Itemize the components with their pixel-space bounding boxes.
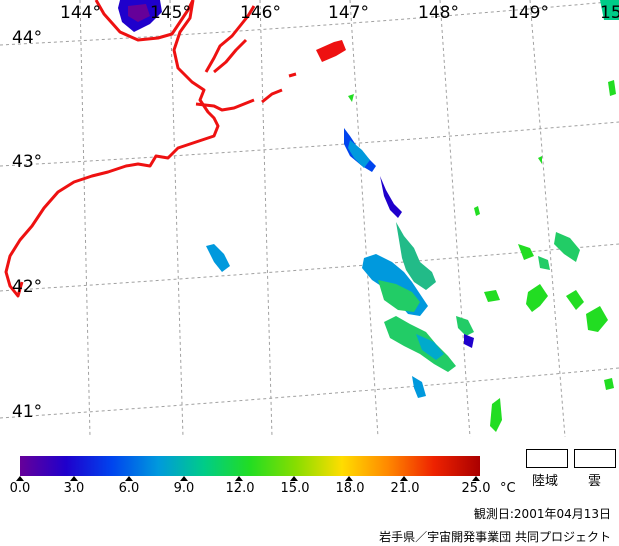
sst-patch [474, 206, 480, 216]
colorbar-tick-mark [472, 476, 480, 481]
lon-label-144: 144° [60, 3, 101, 23]
colorbar-tick-mark [16, 476, 24, 481]
sst-patch [128, 4, 150, 22]
sst-patch [206, 244, 230, 272]
lon-label-149: 149° [508, 3, 549, 23]
unit-label: °C [500, 481, 516, 496]
latitude-gridlines [0, 0, 619, 419]
sst-patch [456, 316, 474, 336]
colorbar-tick-label: 9.0 [173, 481, 195, 496]
sst-patch [538, 156, 542, 164]
sst-patch [538, 256, 550, 270]
lon-label-147: 147° [328, 3, 369, 23]
colorbar-tick-mark [70, 476, 78, 481]
colorbar-tick-label: 6.0 [118, 481, 140, 496]
sst-patch [464, 334, 474, 348]
sst-map: 44° 43° 42° 41° 144° 145° 146° 147° 148°… [0, 0, 619, 437]
legend-panel: 0.0 3.0 6.0 9.0 12.0 15.0 18.0 21.0 25.0… [0, 437, 619, 546]
lat-label-43: 43° [12, 152, 42, 172]
coastline [4, 0, 297, 298]
lat-label-42: 42° [12, 277, 42, 297]
colorbar-tick-mark [345, 476, 353, 481]
colorbar-tick-label: 15.0 [280, 481, 310, 496]
colorbar-tick-label: 3.0 [63, 481, 85, 496]
sst-patch [378, 280, 420, 312]
land-label: 陸域 [532, 474, 559, 489]
lon-label-146: 146° [240, 3, 281, 23]
sst-patch [604, 378, 614, 390]
lon-label-145: 145° [150, 3, 191, 23]
lon-label-150: 15 [600, 3, 619, 23]
cloud-label: 雲 [588, 474, 602, 489]
sst-patch [600, 0, 619, 20]
land-color-swatch [526, 449, 568, 468]
sst-data-layer [118, 0, 619, 432]
lon-label-148: 148° [418, 3, 459, 23]
colorbar-tick-label: 21.0 [390, 481, 420, 496]
colorbar-tick-label: 0.0 [9, 481, 31, 496]
observation-date: 観測日:2001年04月13日 [473, 507, 611, 521]
sst-patch [412, 376, 426, 398]
sst-patch [348, 140, 370, 168]
sst-patch [586, 306, 608, 332]
colorbar-tick-label: 18.0 [335, 481, 365, 496]
colorbar-tick-mark [235, 476, 243, 481]
sst-patch [484, 290, 500, 302]
sst-patch [518, 244, 534, 260]
temperature-colorbar [20, 456, 480, 476]
colorbar-tick-mark [125, 476, 133, 481]
colorbar-tick-mark [180, 476, 188, 481]
sst-patch [380, 176, 402, 218]
sst-patch [316, 40, 346, 62]
colorbar-tick-mark [400, 476, 408, 481]
map-canvas: 44° 43° 42° 41° 144° 145° 146° 147° 148°… [0, 0, 619, 437]
sst-patch [608, 80, 616, 96]
sst-patch [416, 334, 444, 360]
lat-label-41: 41° [12, 402, 42, 422]
credit-text: 岩手県／宇宙開発事業団 共同プロジェクト [379, 530, 611, 544]
cloud-color-swatch [574, 449, 616, 468]
colorbar-tick-mark [290, 476, 298, 481]
sst-patch [566, 290, 584, 310]
longitude-gridlines [79, 0, 566, 437]
sst-patch [490, 398, 502, 432]
sst-patch [396, 222, 436, 290]
colorbar-tick-label: 12.0 [225, 481, 255, 496]
lat-label-44: 44° [12, 28, 42, 48]
sst-patch [554, 232, 580, 262]
colorbar-tick-label: 25.0 [461, 481, 491, 496]
sst-patch [348, 94, 354, 102]
sst-patch [526, 284, 548, 312]
